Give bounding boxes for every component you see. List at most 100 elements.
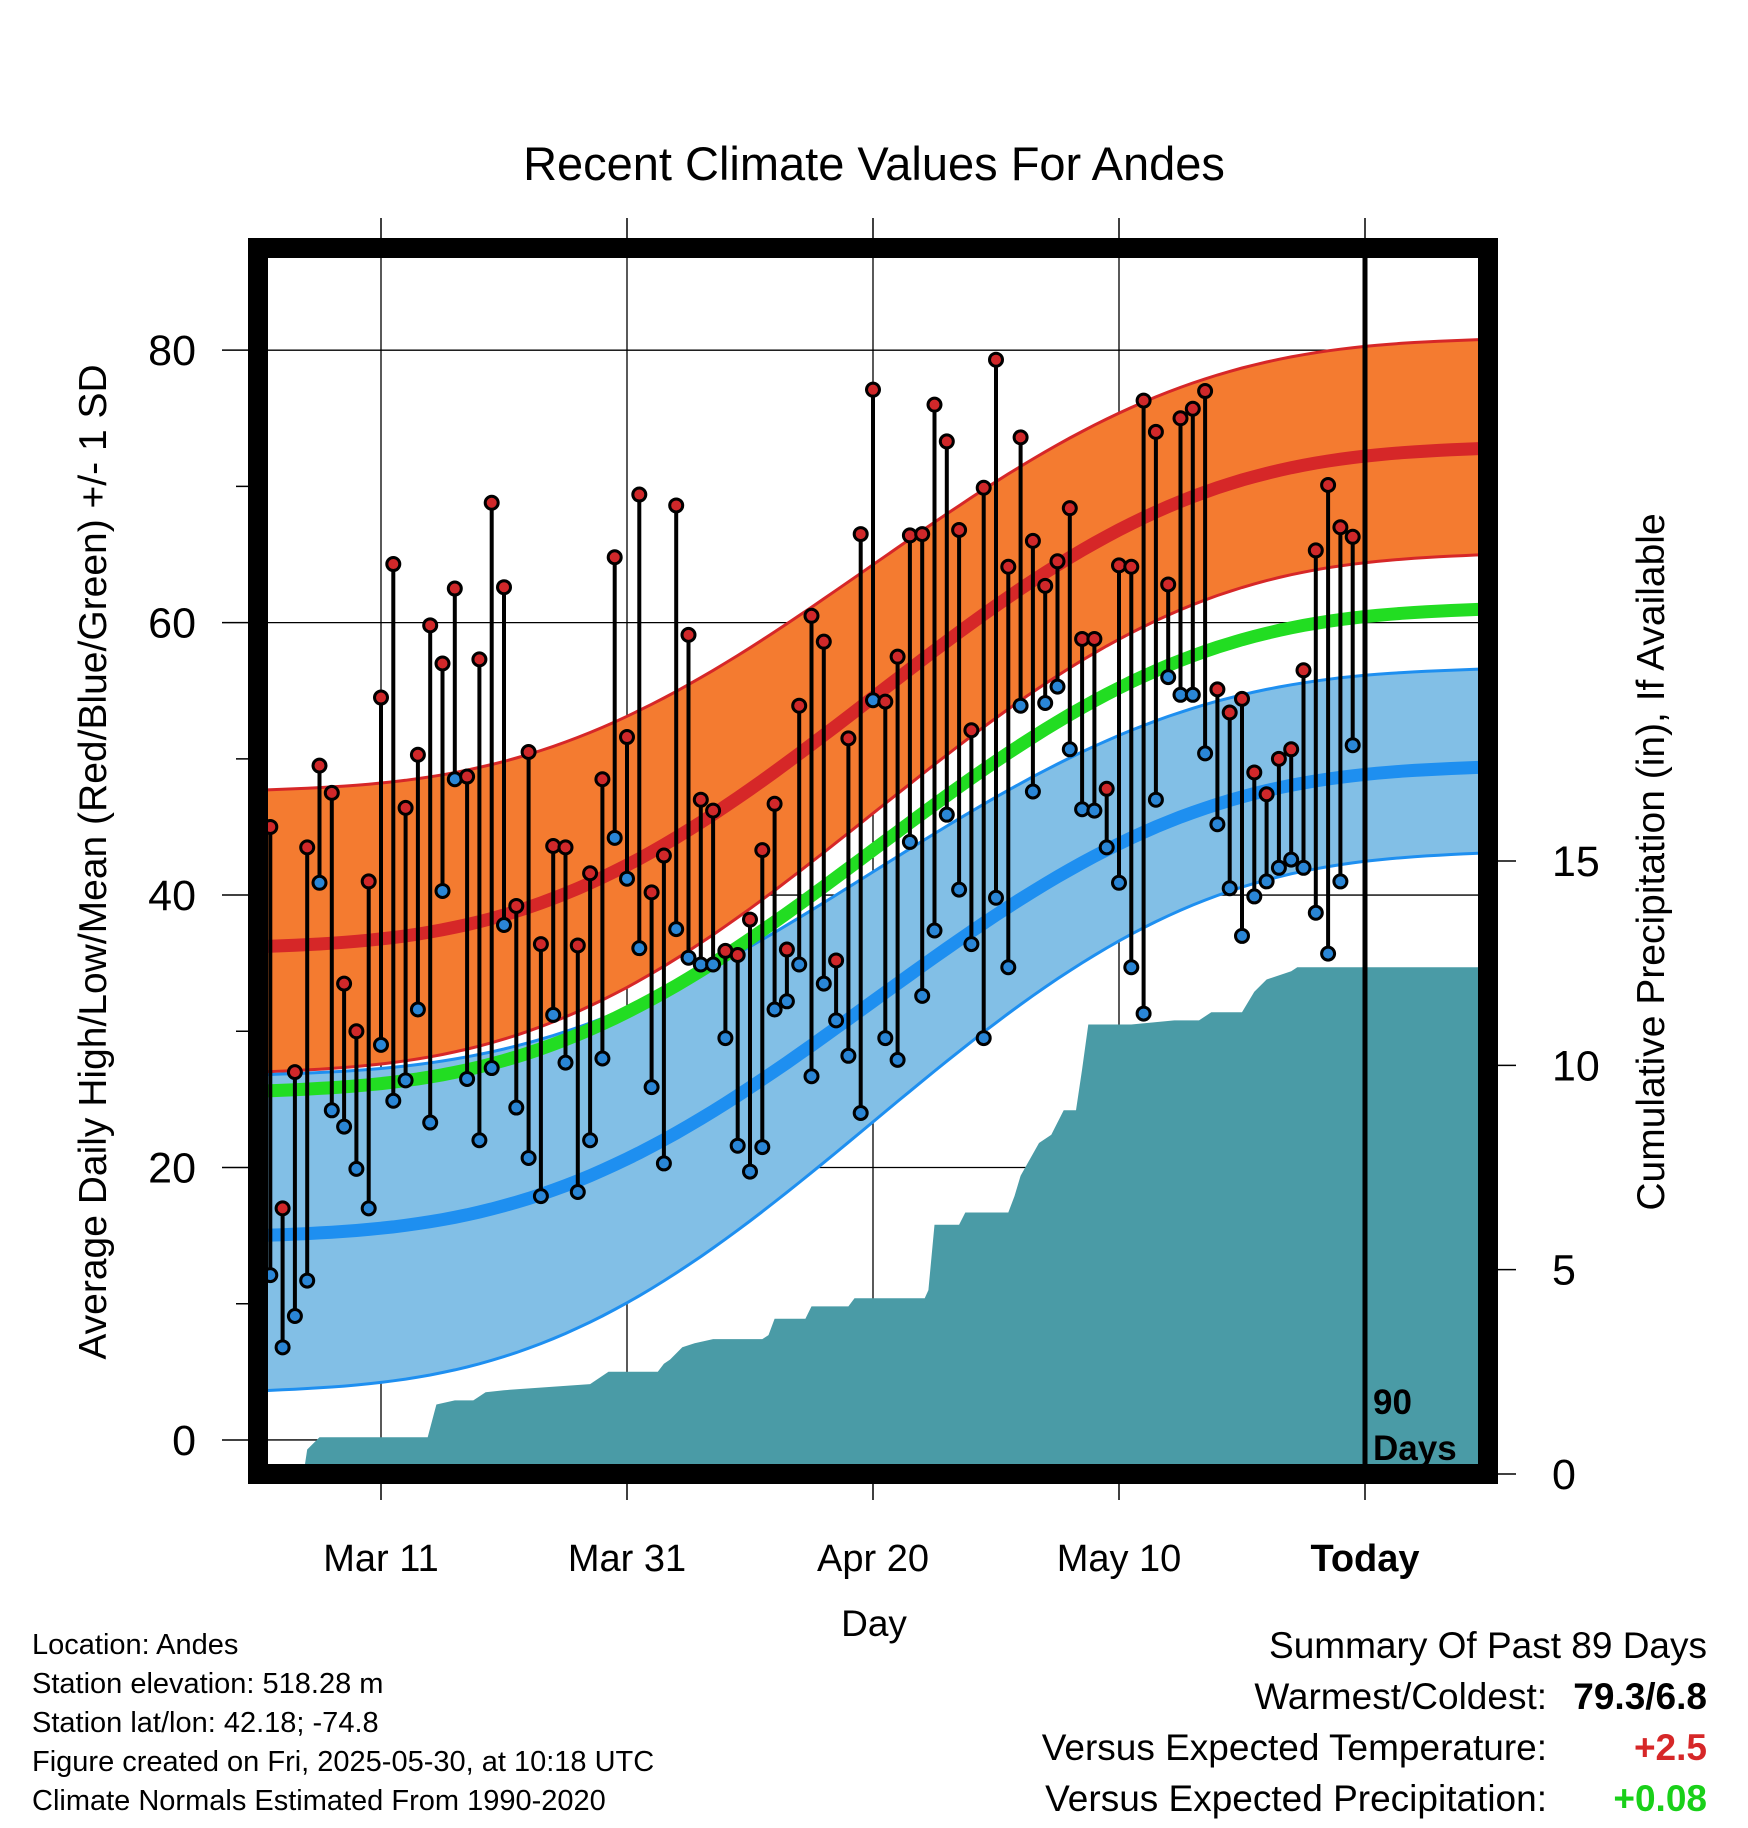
high-temp-point	[1221, 704, 1238, 721]
high-temp-point	[1258, 786, 1275, 803]
high-temp-point	[360, 873, 377, 890]
low-temp-point	[717, 1030, 734, 1047]
high-temp-point	[791, 697, 808, 714]
low-sd-band-edge	[258, 667, 1488, 1077]
high-temp-point	[532, 936, 549, 953]
high-temp-point	[459, 768, 476, 785]
low-temp-point	[385, 1092, 402, 1109]
high-temp-point	[742, 911, 758, 928]
low-temp-point	[1283, 851, 1300, 868]
normal-low-line	[258, 760, 1488, 1243]
high-temp-point	[1344, 528, 1361, 545]
low-temp-point	[643, 1079, 660, 1096]
high-temp-point	[1283, 741, 1300, 758]
low-temp-point	[1123, 959, 1140, 976]
high-temp-point	[569, 937, 586, 954]
low-temp-point	[742, 1163, 758, 1180]
low-temp-point	[778, 993, 795, 1010]
high-temp-point	[988, 351, 1004, 368]
low-temp-point	[889, 1051, 906, 1068]
high-temp-point	[938, 433, 955, 450]
low-temp-point	[532, 1188, 549, 1205]
low-temp-point	[336, 1118, 353, 1135]
high-temp-point	[655, 847, 672, 864]
high-temp-point	[1086, 630, 1103, 647]
low-temp-point	[1197, 745, 1214, 762]
low-temp-point	[311, 874, 328, 891]
high-temp-point	[496, 579, 512, 596]
high-temp-point	[348, 1023, 365, 1040]
low-temp-point	[1209, 816, 1226, 833]
low-temp-point	[975, 1030, 992, 1047]
low-temp-point	[397, 1072, 414, 1089]
y-tick-label: 60	[148, 600, 196, 648]
high-temp-point	[729, 946, 746, 963]
y2-tick-label: 5	[1552, 1247, 1576, 1295]
high-temp-point	[754, 842, 771, 859]
low-temp-point	[594, 1050, 611, 1067]
high-temp-point	[373, 689, 389, 706]
low-temp-point	[434, 882, 451, 899]
warm-cold-value: 79.3/6.8	[1573, 1676, 1707, 1717]
low-temp-point	[877, 1030, 894, 1047]
y2-tick-label: 0	[1552, 1451, 1576, 1499]
high-temp-point	[1332, 519, 1349, 536]
plot-area	[258, 248, 1488, 1474]
low-temp-point	[680, 949, 697, 966]
high-temp-point	[1307, 542, 1324, 559]
high-temp-point	[1270, 750, 1287, 767]
precip-value: +0.08	[1613, 1778, 1707, 1819]
y-tick-label: 0	[172, 1417, 196, 1465]
today-marker-label: Days	[1373, 1429, 1457, 1468]
high-temp-point	[1172, 410, 1189, 427]
high-temp-point	[471, 651, 488, 668]
low-temp-point	[766, 1001, 783, 1018]
low-temp-point	[828, 1012, 845, 1029]
high-temp-point	[865, 381, 881, 398]
high-temp-point	[557, 839, 574, 856]
low-temp-point	[815, 975, 832, 992]
low-temp-point	[1307, 904, 1324, 921]
location-text: Location: Andes	[32, 1629, 239, 1661]
low-sd-band-edge	[258, 851, 1488, 1393]
high-temp-point	[508, 897, 525, 914]
high-temp-point	[323, 784, 340, 801]
y-tick-label: 80	[148, 327, 196, 375]
low-temp-point	[422, 1114, 439, 1131]
low-temp-point	[901, 833, 918, 850]
high-temp-point	[1123, 558, 1140, 575]
summary-temperature: Versus Expected Temperature: +2.5	[1042, 1722, 1707, 1773]
high-temp-point	[594, 771, 611, 788]
high-temp-point	[274, 1200, 291, 1217]
x-axis-label: Day	[841, 1603, 907, 1644]
low-sd-band	[258, 668, 1488, 1391]
today-marker-label: 90	[1373, 1383, 1412, 1422]
low-temp-point	[914, 987, 931, 1004]
high-temp-point	[385, 556, 402, 573]
low-temp-point	[631, 940, 648, 957]
temp-value: +2.5	[1633, 1727, 1707, 1768]
high-temp-point	[1061, 500, 1078, 517]
low-temp-point	[988, 889, 1004, 906]
temp-label: Versus Expected Temperature:	[1041, 1727, 1547, 1768]
low-temp-point	[852, 1105, 869, 1122]
low-temp-point	[1320, 945, 1337, 962]
low-temp-point	[1000, 959, 1017, 976]
chart-title: Recent Climate Values For Andes	[523, 137, 1225, 190]
high-temp-point	[643, 884, 660, 901]
low-temp-point	[409, 1001, 426, 1018]
high-temp-point	[631, 486, 648, 503]
low-temp-point	[274, 1339, 291, 1356]
normals-text: Climate Normals Estimated From 1990-2020	[32, 1785, 606, 1817]
summary-warm-cold: Warmest/Coldest: 79.3/6.8	[1042, 1671, 1707, 1722]
x-tick-label: Mar 31	[568, 1538, 686, 1580]
high-temp-point	[975, 479, 992, 496]
created-text: Figure created on Fri, 2025-05-30, at 10…	[32, 1746, 655, 1778]
low-temp-point	[360, 1200, 377, 1217]
low-temp-point	[1332, 873, 1349, 890]
low-temp-point	[1147, 791, 1164, 808]
x-tick-label: May 10	[1057, 1538, 1182, 1580]
high-temp-point	[1147, 423, 1164, 440]
low-temp-point	[471, 1132, 488, 1149]
low-temp-point	[791, 956, 808, 973]
